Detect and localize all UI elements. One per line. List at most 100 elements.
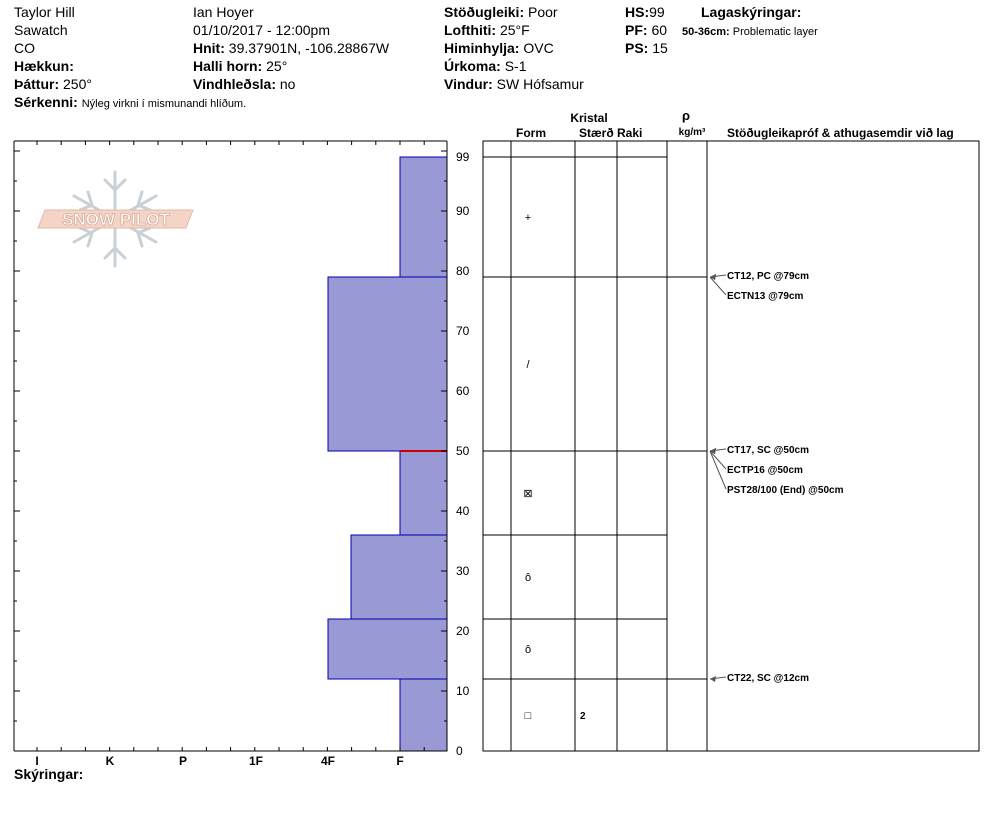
test-arrow: [709, 450, 727, 490]
test-arrow: [709, 450, 727, 470]
density-unit-header: kg/m³: [679, 127, 706, 138]
wind-value: SW Hófsamur: [496, 76, 584, 92]
y-tick-label: 40: [456, 504, 470, 518]
stability-tests: CT22, SC @12cm CT17, SC @50cm ECTP16 @50cm…: [709, 271, 844, 684]
sky-value: OVC: [523, 40, 554, 56]
aspect-value: 250°: [63, 76, 92, 92]
y-tick-label: 10: [456, 684, 470, 698]
y-tick-label: 70: [456, 324, 470, 338]
decomposed-particle-icon: /: [526, 359, 530, 371]
state: CO: [14, 40, 35, 56]
observer: Ian Hoyer: [193, 4, 254, 20]
precip-label: Úrkoma:: [444, 58, 501, 74]
remarks-value: Nýleg virkni í mismunandi hlíðum.: [81, 98, 247, 110]
notes-label: Skýringar:: [14, 766, 84, 782]
remarks: Sérkenni: Nýleg virkni í mismunandi hlíð…: [14, 94, 246, 112]
pf: PF: 60: [625, 22, 667, 38]
y-tick-label: 30: [456, 564, 470, 578]
aspect: Þáttur: 250°: [14, 76, 92, 92]
y-tick-label: 80: [456, 264, 470, 278]
x-tick-label: 4F: [321, 754, 335, 768]
wind: Vindur: SW Hófsamur: [444, 76, 584, 92]
test-arrow-head: [710, 274, 716, 280]
stability: Stöðugleiki: Poor: [444, 4, 558, 20]
ps-label: PS:: [625, 40, 649, 56]
layer-table: □ 2 ô ô ⊠ / +: [482, 140, 980, 752]
hs: HS:99: [625, 4, 665, 20]
precip-value: S-1: [504, 58, 527, 74]
hardness-axes: 0 10 20 30 40 50 60 70 80 90 99 I K P 1F 4F F: [13, 140, 470, 768]
ps: PS: 15: [625, 40, 668, 56]
stability-test-label: PST28/100 (End) @50cm: [727, 485, 844, 496]
wind-label: Vindur:: [444, 76, 493, 92]
x-tick-label: K: [106, 754, 115, 768]
y-tick-label: 50: [456, 444, 470, 458]
stability-value: Poor: [528, 4, 558, 20]
snowpilot-logo: SNOW PILOT: [37, 170, 194, 268]
moisture-header: Raki: [617, 126, 642, 140]
precip: Úrkoma: S-1: [444, 58, 526, 74]
range: Sawatch: [14, 22, 68, 38]
coords: Hnit: 39.37901N, -106.28867W: [193, 40, 389, 56]
x-tick-label: I: [35, 754, 38, 768]
crystal-header: Kristal: [570, 111, 607, 125]
layer-note: 50-36cm: Problematic layer: [682, 24, 818, 40]
square-icon: □: [525, 710, 532, 722]
coords-label: Hnit:: [193, 40, 225, 56]
x-tick-label: F: [396, 754, 403, 768]
hardness-layer-bar: [327, 276, 448, 452]
datetime: 01/10/2017 - 12:00pm: [193, 22, 330, 38]
hardness-layer-bar: [327, 618, 448, 680]
mixed-form-icon: ⊠: [523, 488, 532, 500]
hardness-layer-bar: [399, 450, 448, 536]
remarks-label: Sérkenni:: [14, 94, 78, 110]
y-tick-label: 0: [456, 744, 463, 758]
ps-value: 15: [652, 40, 668, 56]
wind-loading-value: no: [279, 76, 296, 92]
stability-test-label: CT17, SC @50cm: [727, 445, 809, 456]
layer-note-text: Problematic layer: [732, 26, 818, 38]
test-arrow-head: [710, 448, 716, 454]
elevation-label: Hækkun:: [14, 58, 74, 74]
hardness-layer-bar: [350, 534, 448, 620]
grain-size-value: 2: [580, 711, 586, 722]
x-tick-label: P: [179, 754, 187, 768]
slope-label: Halli horn:: [193, 58, 263, 74]
hardness-layer-bar: [399, 678, 448, 752]
layer-notes-title: Lagaskýringar:: [701, 4, 802, 20]
pf-value: 60: [651, 22, 668, 38]
wind-loading: Vindhleðsla: no: [193, 76, 295, 92]
sky: Himinhylja: OVC: [444, 40, 554, 56]
test-arrow: [709, 276, 727, 296]
test-arrow-head: [710, 676, 716, 682]
table-frame: [482, 140, 980, 752]
y-tick-label: 20: [456, 624, 470, 638]
depth-hoar-cup-icon: ô: [525, 572, 531, 584]
hs-label: HS:: [625, 4, 650, 20]
y-tick-label: 90: [456, 204, 470, 218]
stability-test-label: CT12, PC @79cm: [727, 271, 809, 282]
tests-header: Stöðugleikapróf & athugasemdir við lag: [727, 126, 954, 140]
form-header: Form: [516, 126, 546, 140]
stability-test-label: ECTP16 @50cm: [727, 465, 803, 476]
air-temp-value: 25°F: [499, 22, 530, 38]
y-tick-label: 99: [456, 150, 470, 164]
sky-label: Himinhylja:: [444, 40, 520, 56]
logo-text: SNOW PILOT: [62, 210, 170, 229]
stability-test-label: ECTN13 @79cm: [727, 291, 804, 302]
new-snow-icon: +: [525, 212, 531, 224]
y-tick-label: 60: [456, 384, 470, 398]
aspect-label: Þáttur:: [14, 76, 60, 92]
hardness-layer-bar: [399, 156, 448, 278]
stability-label: Stöðugleiki:: [444, 4, 525, 20]
rho-header: ρ: [682, 108, 690, 123]
hs-value: 99: [649, 4, 665, 20]
stability-test-label: CT22, SC @12cm: [727, 673, 809, 684]
location: Taylor Hill: [14, 4, 75, 20]
air-temp: Lofthiti: 25°F: [444, 22, 530, 38]
hardness-layers: [327, 156, 448, 752]
coords-value: 39.37901N, -106.28867W: [228, 40, 390, 56]
pf-label: PF:: [625, 22, 648, 38]
slope: Halli horn: 25°: [193, 58, 287, 74]
